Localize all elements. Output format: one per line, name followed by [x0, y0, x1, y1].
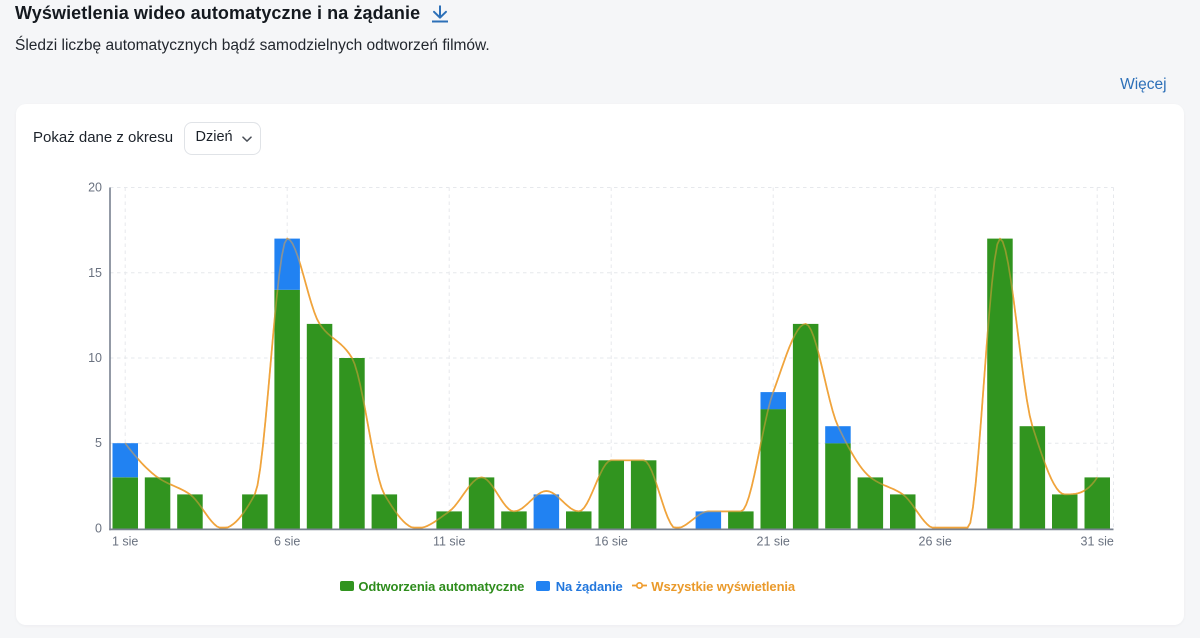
- svg-text:21 sie: 21 sie: [757, 535, 790, 549]
- svg-text:10: 10: [88, 351, 102, 365]
- svg-text:16 sie: 16 sie: [595, 535, 628, 549]
- svg-text:5: 5: [95, 436, 102, 450]
- svg-text:20: 20: [88, 181, 102, 195]
- svg-text:31 sie: 31 sie: [1081, 535, 1114, 549]
- svg-text:15: 15: [88, 266, 102, 280]
- svg-text:26 sie: 26 sie: [919, 535, 952, 549]
- svg-text:6 sie: 6 sie: [274, 535, 300, 549]
- svg-text:11 sie: 11 sie: [433, 535, 465, 549]
- svg-text:0: 0: [95, 522, 102, 536]
- svg-text:1 sie: 1 sie: [112, 535, 138, 549]
